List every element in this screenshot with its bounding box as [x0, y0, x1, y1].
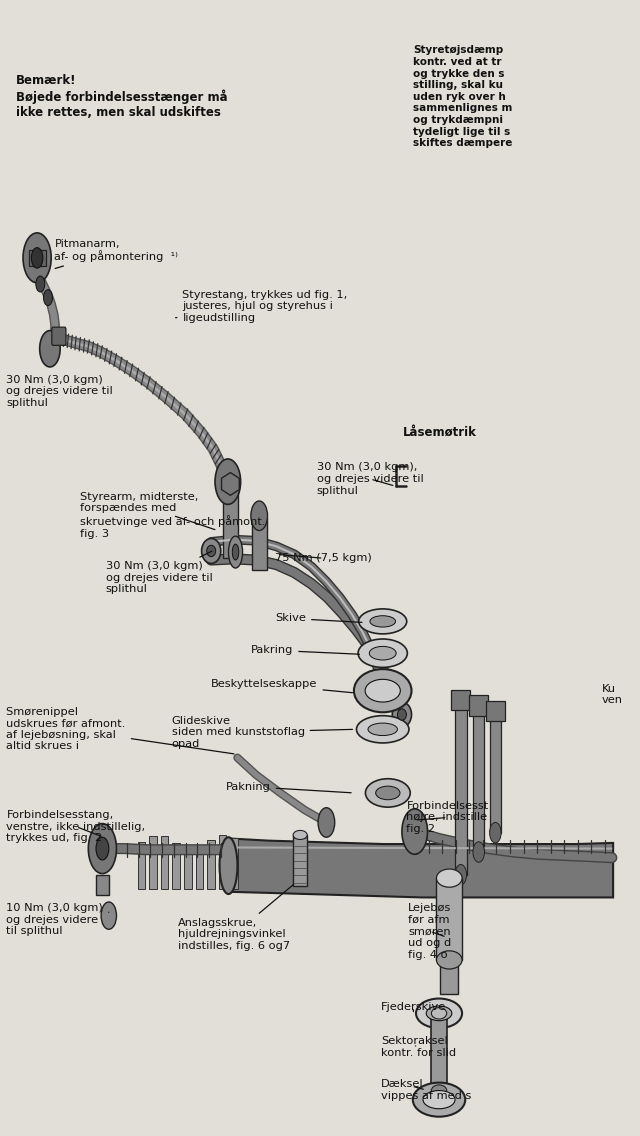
Circle shape [101, 902, 116, 929]
Text: Styrearm, midterste,
forspændes med
skruetvinge ved af- och påmont.
fig. 3: Styrearm, midterste, forspændes med skru… [80, 492, 266, 538]
Ellipse shape [202, 538, 221, 563]
Circle shape [36, 276, 45, 292]
Bar [223, 484, 238, 558]
Text: Låsemøtrik: Låsemøtrik [403, 426, 477, 438]
Text: Pakning: Pakning [226, 782, 351, 793]
Bar [473, 704, 484, 852]
Circle shape [40, 331, 60, 367]
Ellipse shape [436, 951, 462, 969]
Bar [230, 837, 238, 889]
Circle shape [490, 822, 501, 843]
Circle shape [96, 837, 109, 860]
Bar [219, 835, 227, 889]
Bar [293, 835, 307, 886]
Bar [436, 878, 462, 960]
Ellipse shape [376, 786, 400, 800]
Circle shape [31, 248, 43, 268]
Circle shape [215, 459, 241, 504]
Text: Pitmanarm,
af- og påmontering  ¹⁾: Pitmanarm, af- og påmontering ¹⁾ [54, 239, 179, 268]
Ellipse shape [436, 869, 462, 887]
Bar [431, 1013, 447, 1091]
Bar [149, 836, 157, 889]
Text: Fjederskive: Fjederskive [381, 1002, 446, 1012]
Ellipse shape [426, 1006, 452, 1020]
Bar [138, 842, 145, 889]
Text: 30 Nm (3,0 kgm)
og drejes videre til
splithul: 30 Nm (3,0 kgm) og drejes videre til spl… [6, 375, 113, 408]
Ellipse shape [416, 999, 462, 1028]
Ellipse shape [413, 1083, 465, 1117]
Bar [96, 875, 109, 895]
Ellipse shape [356, 716, 409, 743]
Ellipse shape [365, 779, 410, 807]
Ellipse shape [431, 1085, 447, 1096]
Circle shape [318, 808, 335, 837]
Bar [184, 849, 192, 889]
Circle shape [402, 809, 428, 854]
Text: Glideskive
siden med kunststoflag
opad: Glideskive siden med kunststoflag opad [172, 716, 353, 749]
Bar [451, 690, 470, 710]
Circle shape [88, 824, 116, 874]
Text: Beskyttelseskappe: Beskyttelseskappe [211, 679, 353, 693]
Text: Anslagsskrue,
hjuldrejningsvinkel
indstilles, fig. 6 og7: Anslagsskrue, hjuldrejningsvinkel indsti… [178, 885, 294, 951]
Text: Pakring: Pakring [251, 645, 360, 655]
Bar [455, 699, 467, 875]
Ellipse shape [358, 638, 407, 667]
Bar [486, 701, 505, 721]
Bar [440, 960, 458, 994]
Text: Styretøjsdæmp
kontr. ved at tr
og trykke den s
stilling, skal ku
uden ryk over h: Styretøjsdæmp kontr. ved at tr og trykke… [413, 45, 512, 148]
Bar [469, 695, 488, 716]
Text: Styrestang, trykkes ud fig. 1,
justeres, hjul og styrehus i
ligeudstilling: Styrestang, trykkes ud fig. 1, justeres,… [175, 290, 348, 323]
Bar [172, 843, 180, 889]
Text: 30 Nm (3,0 kgm),
og drejes videre til
splithul: 30 Nm (3,0 kgm), og drejes videre til sp… [317, 462, 424, 495]
Ellipse shape [397, 709, 406, 720]
Ellipse shape [358, 609, 407, 634]
Bar [196, 846, 204, 889]
Circle shape [251, 501, 268, 531]
Text: Bemærk!
Bøjede forbindelsesstænger må
ikke rettes, men skal udskiftes: Bemærk! Bøjede forbindelsesstænger må ik… [16, 74, 228, 119]
Ellipse shape [369, 646, 396, 660]
Circle shape [44, 290, 52, 306]
Bar [29, 250, 46, 266]
Text: 75 Nm (7,5 kgm): 75 Nm (7,5 kgm) [275, 553, 372, 563]
Circle shape [23, 233, 51, 283]
Bar [490, 710, 501, 833]
Text: Forbindelsesst
højre, indstille
fig. 2: Forbindelsesst højre, indstille fig. 2 [406, 801, 489, 834]
Bar [252, 518, 267, 570]
Ellipse shape [232, 544, 239, 560]
Text: Ku
ven: Ku ven [602, 684, 623, 705]
Ellipse shape [431, 1008, 447, 1019]
FancyBboxPatch shape [52, 327, 66, 345]
Bar [207, 840, 215, 889]
Text: Skive: Skive [275, 613, 362, 624]
Circle shape [473, 842, 484, 862]
Ellipse shape [368, 724, 397, 736]
Polygon shape [221, 473, 239, 495]
Text: Lejebøs
før afm
smøren
ud og d
fig. 4 o: Lejebøs før afm smøren ud og d fig. 4 o [408, 903, 452, 960]
Text: Sektoraksel
kontr. for slid: Sektoraksel kontr. for slid [381, 1036, 456, 1058]
Ellipse shape [207, 545, 216, 557]
Text: 10 Nm (3,0 kgm)
og drejes videre
til splithul: 10 Nm (3,0 kgm) og drejes videre til spl… [6, 903, 109, 936]
Ellipse shape [220, 837, 237, 894]
Circle shape [455, 864, 467, 885]
Ellipse shape [354, 669, 412, 712]
Ellipse shape [370, 616, 396, 627]
Text: Dæksel
vippes af med s: Dæksel vippes af med s [381, 1079, 471, 1101]
Bar [161, 836, 168, 889]
Ellipse shape [293, 830, 307, 840]
Text: Forbindelsesstang,
venstre, ikke indstillelig,
trykkes ud, fig. 2: Forbindelsesstang, venstre, ikke indstil… [6, 810, 145, 843]
Ellipse shape [228, 536, 243, 568]
Ellipse shape [392, 702, 412, 727]
Ellipse shape [365, 679, 401, 702]
Ellipse shape [423, 1091, 455, 1109]
Text: Smørenippel 
udskrues før afmont.
af lejebøsning, skal
altid skrues i: Smørenippel udskrues før afmont. af leje… [6, 707, 234, 754]
Text: 30 Nm (3,0 kgm)
og drejes videre til
splithul: 30 Nm (3,0 kgm) og drejes videre til spl… [106, 551, 212, 594]
Polygon shape [227, 838, 613, 897]
